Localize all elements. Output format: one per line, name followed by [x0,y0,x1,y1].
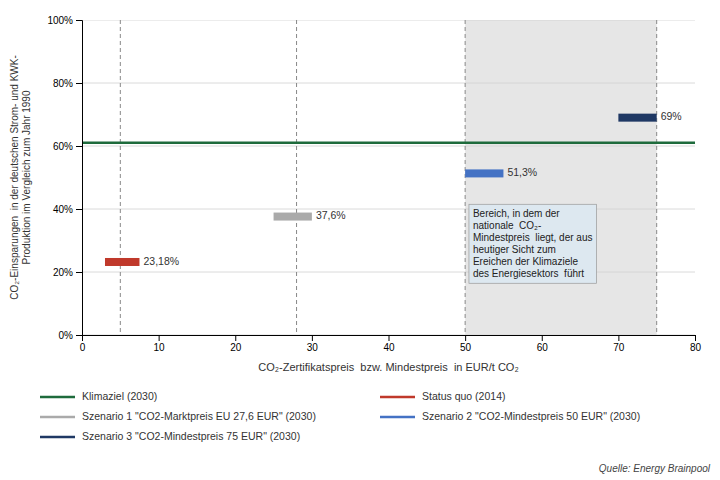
x-tick: 20 [230,335,242,353]
data-label: 51,3% [507,166,537,178]
x-tick: 40 [383,335,395,353]
tick-label: 0 [80,342,86,353]
x-tick: 80 [690,335,702,353]
tick-mark [389,335,390,341]
grid-line [82,146,695,147]
axis-domain [76,21,83,336]
legend-swatch [380,396,415,399]
tick-mark [465,335,466,341]
x-tick: 10 [154,335,166,353]
tick-label: 10 [154,342,166,353]
data-label: 69% [661,110,682,122]
x-tick: 0 [80,335,86,353]
tick-mark [76,83,82,84]
tick-label: 40 [383,342,395,353]
bar [465,169,503,177]
tick-label: 50 [460,342,472,353]
x-tick: 30 [307,335,319,353]
reference-line [120,20,121,335]
tick-label: 20 [230,342,242,353]
tick-mark [76,272,82,273]
x-tick: 70 [613,335,625,353]
axis-domain [83,336,696,342]
legend-swatch [380,416,415,419]
legend-swatch [40,436,75,439]
x-tick: 50 [460,335,472,353]
tick-mark [542,335,543,341]
x-axis: 0 10 20 30 40 50 60 70 80 [80,335,702,353]
plot-area: 23,18% 37,6% 51,3% 69% 0 10 20 30 40 50 60 70 80 0% 20… [47,15,701,353]
source: Quelle: Energy Brainpool [599,463,711,474]
grid-line [82,335,695,336]
tick-label: 60 [537,342,549,353]
reference-line [465,20,466,335]
y-tick: 60% [53,141,82,152]
tick-label: 80% [53,78,73,89]
data-labels: 23,18% 37,6% 51,3% 69% [143,110,681,266]
y-tick: 80% [53,78,82,89]
tick-mark [695,335,696,341]
bar [618,114,656,122]
legend-item: Szenario 3 "CO2-Mindestpreis 75 EUR" (20… [40,430,300,442]
tick-label: 70 [613,342,625,353]
legend-label: Szenario 3 "CO2-Mindestpreis 75 EUR" (20… [82,430,300,442]
tick-mark [618,335,619,341]
tick-mark [76,335,82,336]
legend-swatch [40,396,75,399]
y-tick: 20% [53,267,82,278]
legend-swatch [40,416,75,419]
y-tick: 0% [59,330,82,341]
grid-line [82,83,695,84]
reference-line [296,20,297,335]
tick-mark [312,335,313,341]
tick-label: 0% [59,330,74,341]
grid-line [82,209,695,210]
annotation-text: Bereich, in dem dernationale CO₂-Mindest… [473,208,593,279]
legend-item: Szenario 2 "CO2-Mindestpreis 50 EUR" (20… [380,410,640,422]
annotation-box [469,204,597,283]
legend-label: Klimaziel (2030) [82,390,157,402]
legend-label: Szenario 1 "CO2-Marktpreis EU 27,6 EUR" … [82,410,316,422]
legend-item: Status quo (2014) [380,390,505,402]
grid-line [82,20,695,21]
legend-label: Szenario 2 "CO2-Mindestpreis 50 EUR" (20… [422,410,640,422]
tick-label: 80 [690,342,702,353]
tick-label: 60% [53,141,73,152]
target-line [82,142,695,145]
tick-mark [76,146,82,147]
annotation: Bereich, in dem dernationale CO₂-Mindest… [469,204,597,283]
data-label: 23,18% [143,255,179,267]
tick-mark [159,335,160,341]
y-tick: 100% [47,15,82,26]
shaded-region [465,20,657,335]
legend: Klimaziel (2030) Status quo (2014) Szenari… [40,390,640,442]
tick-label: 20% [53,267,73,278]
tick-mark [76,209,82,210]
chart: 23,18% 37,6% 51,3% 69% 0 10 20 30 40 50 60 70 80 0% 20… [0,0,720,480]
tick-label: 40% [53,204,73,215]
tick-mark [76,20,82,21]
y-tick: 40% [53,204,82,215]
y-axis-title: CO₂-Einsparungen in der deutschen Strom-… [9,55,32,300]
marks [82,20,695,335]
x-tick: 60 [537,335,549,353]
legend-item: Klimaziel (2030) [40,390,157,402]
tick-mark [235,335,236,341]
tick-label: 100% [47,15,73,26]
bar [274,213,312,221]
reference-line [656,20,657,335]
legend-item: Szenario 1 "CO2-Marktpreis EU 27,6 EUR" … [40,410,316,422]
legend-label: Status quo (2014) [422,390,505,402]
y-axis: 0% 20% 40% 60% 80% 100% [47,15,82,341]
x-axis-title: CO₂-Zertifikatspreis bzw. Mindestpreis i… [258,361,518,373]
tick-label: 30 [307,342,319,353]
bar [105,258,139,266]
data-label: 37,6% [316,209,346,221]
grid-line [82,272,695,273]
